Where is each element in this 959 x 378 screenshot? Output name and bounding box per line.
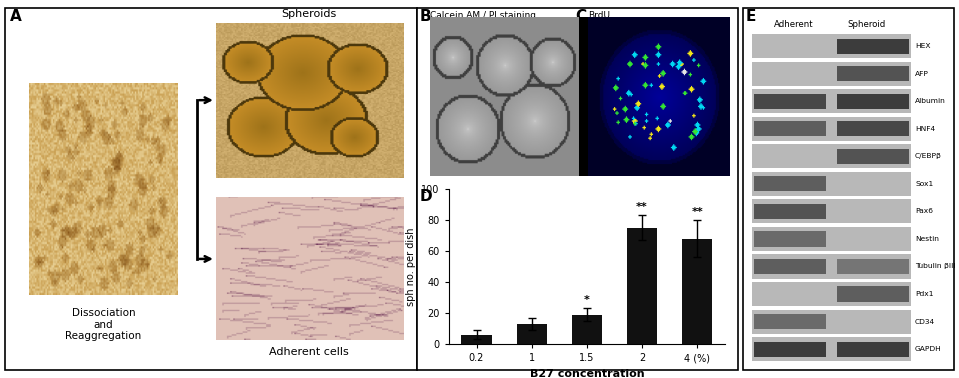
Bar: [836, 342, 909, 357]
Text: Sox1: Sox1: [915, 181, 933, 187]
Bar: [752, 254, 911, 279]
Bar: [754, 231, 827, 246]
Text: Adherent: Adherent: [775, 20, 814, 29]
Bar: [752, 144, 911, 168]
Bar: [836, 149, 909, 164]
Text: E: E: [746, 9, 757, 25]
Text: CD34: CD34: [915, 319, 935, 325]
Bar: [754, 204, 827, 219]
Bar: [752, 62, 911, 86]
Bar: [752, 282, 911, 306]
Bar: [754, 121, 827, 136]
Text: C/EBPβ: C/EBPβ: [915, 153, 942, 160]
Y-axis label: sph no. per dish: sph no. per dish: [406, 227, 416, 306]
Bar: [572, 314, 602, 344]
Text: **: **: [691, 207, 703, 217]
Text: **: **: [636, 202, 648, 212]
Bar: [743, 8, 954, 370]
Bar: [752, 117, 911, 141]
Bar: [754, 314, 827, 329]
Text: B: B: [420, 9, 432, 25]
Bar: [517, 324, 547, 344]
Text: Albumin: Albumin: [915, 98, 946, 104]
Bar: [836, 121, 909, 136]
Bar: [752, 227, 911, 251]
Bar: [754, 94, 827, 109]
Text: GAPDH: GAPDH: [915, 346, 942, 352]
X-axis label: B27 concentration: B27 concentration: [529, 369, 644, 378]
Bar: [752, 200, 911, 223]
Bar: [752, 172, 911, 196]
Bar: [836, 39, 909, 54]
Text: Spheroid: Spheroid: [848, 20, 886, 29]
Text: Pdx1: Pdx1: [915, 291, 933, 297]
Bar: [682, 239, 713, 344]
Text: Adherent cells: Adherent cells: [269, 347, 349, 357]
Text: AFP: AFP: [915, 71, 929, 77]
Bar: [836, 94, 909, 109]
Bar: [752, 34, 911, 58]
Bar: [752, 89, 911, 113]
Text: HNF4: HNF4: [915, 126, 935, 132]
Bar: [836, 259, 909, 274]
Text: Calcein AM / PI staining: Calcein AM / PI staining: [430, 11, 536, 20]
Bar: [752, 337, 911, 361]
Bar: [836, 66, 909, 81]
Text: HEX: HEX: [915, 43, 930, 49]
Bar: [836, 287, 909, 302]
Text: Dissociation
and
Reaggregation: Dissociation and Reaggregation: [65, 308, 142, 341]
Text: BrdU: BrdU: [588, 11, 610, 20]
Text: A: A: [10, 9, 21, 25]
Bar: [461, 335, 492, 344]
Bar: [417, 8, 738, 370]
Bar: [752, 310, 911, 333]
Text: Tubulin βIII: Tubulin βIII: [915, 263, 956, 270]
Bar: [627, 228, 657, 344]
Bar: [754, 259, 827, 274]
Text: Pax6: Pax6: [915, 208, 933, 214]
Bar: [754, 176, 827, 192]
Text: C: C: [575, 9, 587, 25]
Text: *: *: [584, 295, 590, 305]
Text: D: D: [420, 189, 433, 204]
Text: Nestin: Nestin: [915, 236, 939, 242]
Text: Spheroids: Spheroids: [281, 9, 337, 19]
Bar: [5, 8, 417, 370]
Bar: [754, 342, 827, 357]
